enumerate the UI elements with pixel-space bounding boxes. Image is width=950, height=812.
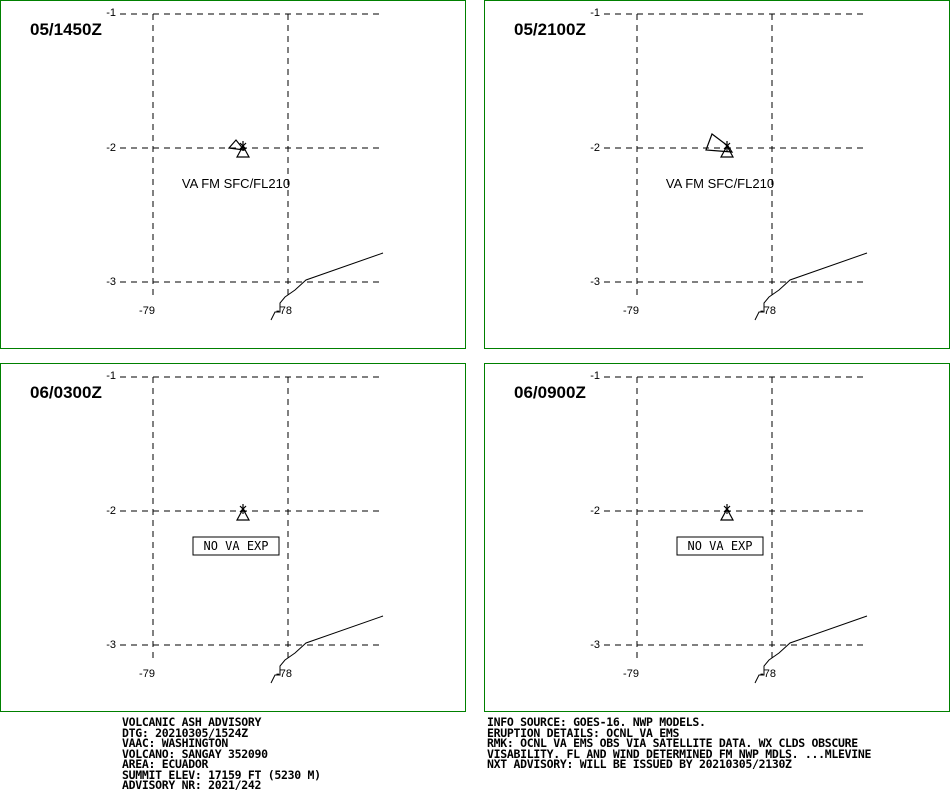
lat-label: -2 [590,142,600,154]
map-panel-1: -1 -2 -3 -79 -78 05/1450Z VA FM SFC/FL210 [0,0,466,349]
advisory-line: VOLCANO: SANGAY 352090 [122,746,268,761]
lat-label: -2 [106,142,116,154]
volcano-icon [235,504,251,521]
panel-frame [0,0,466,349]
lat-label: -3 [106,276,116,288]
lat-label: -3 [590,639,600,651]
advisory-line: ERUPTION DETAILS: OCNL VA EMS [487,725,680,740]
valid-time-label: 05/2100Z [514,20,586,39]
map-panel-3: -1 -2 -3 -79 -78 06/0300Z NO VA EXP [0,363,466,712]
advisory-line: ADVISORY NR: 2021/242 [122,778,262,792]
lat-label: -1 [590,370,600,382]
no-va-box [192,536,280,556]
lat-label: -1 [590,7,600,19]
lat-label: -3 [106,639,116,651]
lon-label: -79 [139,305,155,317]
valid-time-label: 06/0900Z [514,383,586,402]
map-panel-4: -1 -2 -3 -79 -78 06/0900Z NO VA EXP [484,363,950,712]
advisory-line: INFO SOURCE: GOES-16. NWP MODELS. [487,715,706,729]
coastline [270,615,384,684]
advisory-left-text: VOLCANIC ASH ADVISORY DTG: 20210305/1524Z… [122,717,321,791]
advisory-line: VOLCANIC ASH ADVISORY [122,715,262,729]
lon-label: -78 [276,305,292,317]
no-va-box [676,536,764,556]
lon-label: -79 [623,668,639,680]
advisory-line: DTG: 20210305/1524Z [122,725,248,740]
panel-frame [0,363,466,712]
lon-label: -78 [760,305,776,317]
advisory-line: NXT ADVISORY: WILL BE ISSUED BY 20210305… [487,757,792,771]
lat-label: -1 [106,370,116,382]
coastline [270,252,384,321]
map-panel-2: -1 -2 -3 -79 -78 05/2100Z VA FM SFC/FL210 [484,0,950,349]
va-status-label: NO VA EXP [203,539,268,553]
valid-time-label: 05/1450Z [30,20,102,39]
ash-cloud-polygon [705,133,734,153]
advisory-line: SUMMIT ELEV: 17159 FT (5230 M) [122,767,321,782]
valid-time-label: 06/0300Z [30,383,102,402]
advisory-line: RMK: OCNL VA EMS OBS VIA SATELLITE DATA.… [487,736,858,750]
va-extent-label: VA FM SFC/FL210 [182,176,290,191]
lon-label: -78 [276,668,292,680]
advisory-line: VAAC: WASHINGTON [122,736,228,750]
lon-label: -79 [139,668,155,680]
advisory-line: VISABILITY. FL AND WIND DETERMINED FM NW… [487,746,872,761]
coastline [754,615,868,684]
volcano-icon [719,504,735,521]
lat-label: -2 [106,505,116,517]
ash-cloud-polygon [227,139,246,151]
lat-label: -2 [590,505,600,517]
advisory-right-text: INFO SOURCE: GOES-16. NWP MODELS. ERUPTIO… [487,717,871,770]
lon-label: -78 [760,668,776,680]
lat-label: -3 [590,276,600,288]
coastline [754,252,868,321]
panel-frame [484,0,950,349]
va-status-label: NO VA EXP [687,539,752,553]
lat-label: -1 [106,7,116,19]
va-extent-label: VA FM SFC/FL210 [666,176,774,191]
advisory-line: AREA: ECUADOR [122,757,209,771]
volcano-icon [719,141,735,158]
lon-label: -79 [623,305,639,317]
